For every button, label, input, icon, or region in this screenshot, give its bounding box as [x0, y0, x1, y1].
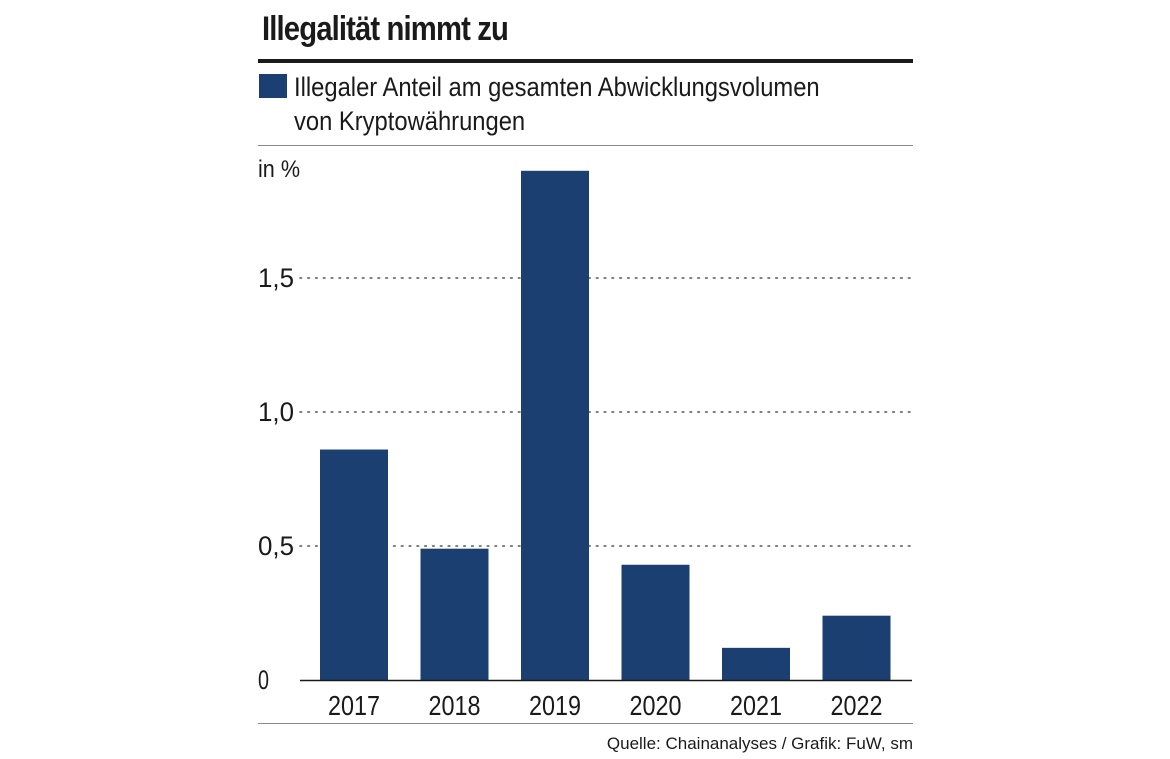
- x-tick-label: 2018: [429, 690, 481, 721]
- x-tick-label: 2021: [730, 690, 782, 721]
- legend-line-1: Illegaler Anteil am gesamten Abwicklungs…: [294, 72, 820, 102]
- legend-rule: [258, 145, 913, 146]
- bar-2019: [521, 170, 589, 681]
- bar-2020: [621, 564, 690, 680]
- bar-2021: [722, 647, 790, 680]
- source-note: Quelle: Chainanalyses / Grafik: FuW, sm: [606, 734, 913, 753]
- bar-2017: [320, 449, 388, 680]
- x-tick-label: 2017: [328, 690, 380, 721]
- y-tick-label: 0,5: [258, 531, 294, 561]
- y-tick-label: 1,5: [258, 263, 294, 293]
- legend-line-2: von Kryptowährungen: [294, 106, 526, 136]
- bottom-rule: [258, 723, 913, 724]
- y-tick-label: 0: [258, 665, 269, 695]
- chart-title: Illegalität nimmt zu: [262, 10, 509, 48]
- x-tick-label: 2020: [630, 690, 682, 721]
- x-tick-label: 2019: [529, 690, 581, 721]
- title-rule: [258, 59, 913, 63]
- bar-2018: [420, 548, 489, 680]
- y-tick-label: 1,0: [258, 397, 294, 427]
- x-tick-label: 2022: [831, 690, 883, 721]
- y-axis-unit-label: in %: [258, 156, 301, 183]
- bar-2022: [822, 615, 891, 680]
- legend-swatch: [259, 74, 287, 98]
- legend-label: Illegaler Anteil am gesamten Abwicklungs…: [294, 70, 820, 138]
